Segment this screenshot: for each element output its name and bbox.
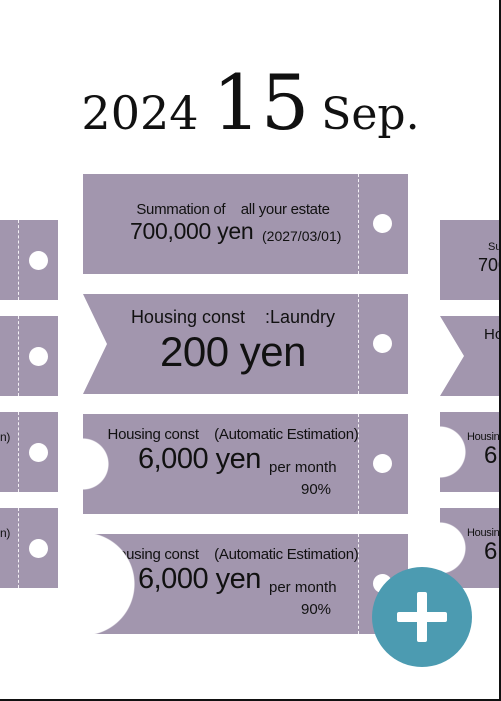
card-percent: 90% [301, 601, 332, 618]
perforation [358, 534, 359, 634]
ticket-hole [29, 443, 48, 462]
ticket-hole [373, 214, 392, 233]
perforation [18, 508, 19, 588]
card-amount: 6,000 yen [138, 443, 261, 475]
right-card-3[interactable]: Housin 6, [440, 412, 499, 492]
right-card-title-fragment: Housin [467, 527, 499, 539]
right-card-title-fragment: Housin [467, 431, 499, 443]
right-card-2[interactable]: Ho [440, 316, 499, 396]
right-card-title-fragment: Ho [484, 326, 499, 343]
left-card-2[interactable] [0, 316, 58, 396]
card-amount: 200 yen [160, 328, 306, 375]
perforation [18, 220, 19, 300]
left-card-3[interactable]: n) [0, 412, 58, 492]
card-amount: 6,000 yen [138, 563, 261, 595]
laundry-cost-card[interactable]: Housing const :Laundry 200 yen [83, 294, 408, 394]
window-border-right [499, 0, 501, 701]
right-card-1[interactable]: Su 700 [440, 220, 499, 300]
ticket-hole [373, 334, 392, 353]
right-card-4[interactable]: Housin 6, [440, 508, 499, 588]
card-title: Housing const :Laundry [130, 307, 336, 327]
right-card-amount-fragment: 6, [484, 538, 499, 565]
card-title: Summation of all your estate [136, 201, 330, 218]
perforation [358, 414, 359, 514]
card-title: Housing const (Automatic Estimation) [107, 426, 359, 443]
perforation [358, 294, 359, 394]
card-period: per month [269, 459, 337, 476]
card-date: (2027/03/01) [262, 228, 342, 244]
date-header: 2024 15 Sep. [0, 58, 501, 147]
card-amount: 700,000 yen [130, 218, 254, 244]
left-card-1[interactable] [0, 220, 58, 300]
left-card-title-fragment: n) [0, 526, 11, 540]
add-button[interactable] [372, 567, 472, 667]
left-card-4[interactable]: n) [0, 508, 58, 588]
right-card-amount-fragment: 6, [484, 442, 499, 469]
perforation [18, 316, 19, 396]
ticket-hole [29, 251, 48, 270]
right-card-amount-fragment: 700 [478, 255, 499, 275]
estate-summary-card[interactable]: Summation of all your estate 700,000 yen… [83, 174, 408, 274]
card-period: per month [269, 579, 337, 596]
card-title: Housing const (Automatic Estimation) [107, 546, 359, 563]
left-card-title-fragment: n) [0, 430, 11, 444]
perforation [18, 412, 19, 492]
right-card-title-fragment: Su [488, 241, 499, 253]
card-percent: 90% [301, 481, 332, 498]
date-year: 2024 [81, 86, 199, 140]
date-month: Sep. [321, 89, 420, 140]
ticket-hole [373, 454, 392, 473]
housing-estimate-card-2[interactable]: Housing const (Automatic Estimation) 6,0… [83, 534, 408, 634]
housing-estimate-card-1[interactable]: Housing const (Automatic Estimation) 6,0… [83, 414, 408, 514]
ticket-hole [29, 347, 48, 366]
date-day: 15 [212, 58, 310, 147]
perforation [358, 174, 359, 274]
ticket-hole [29, 539, 48, 558]
window-border-bottom [0, 699, 501, 701]
